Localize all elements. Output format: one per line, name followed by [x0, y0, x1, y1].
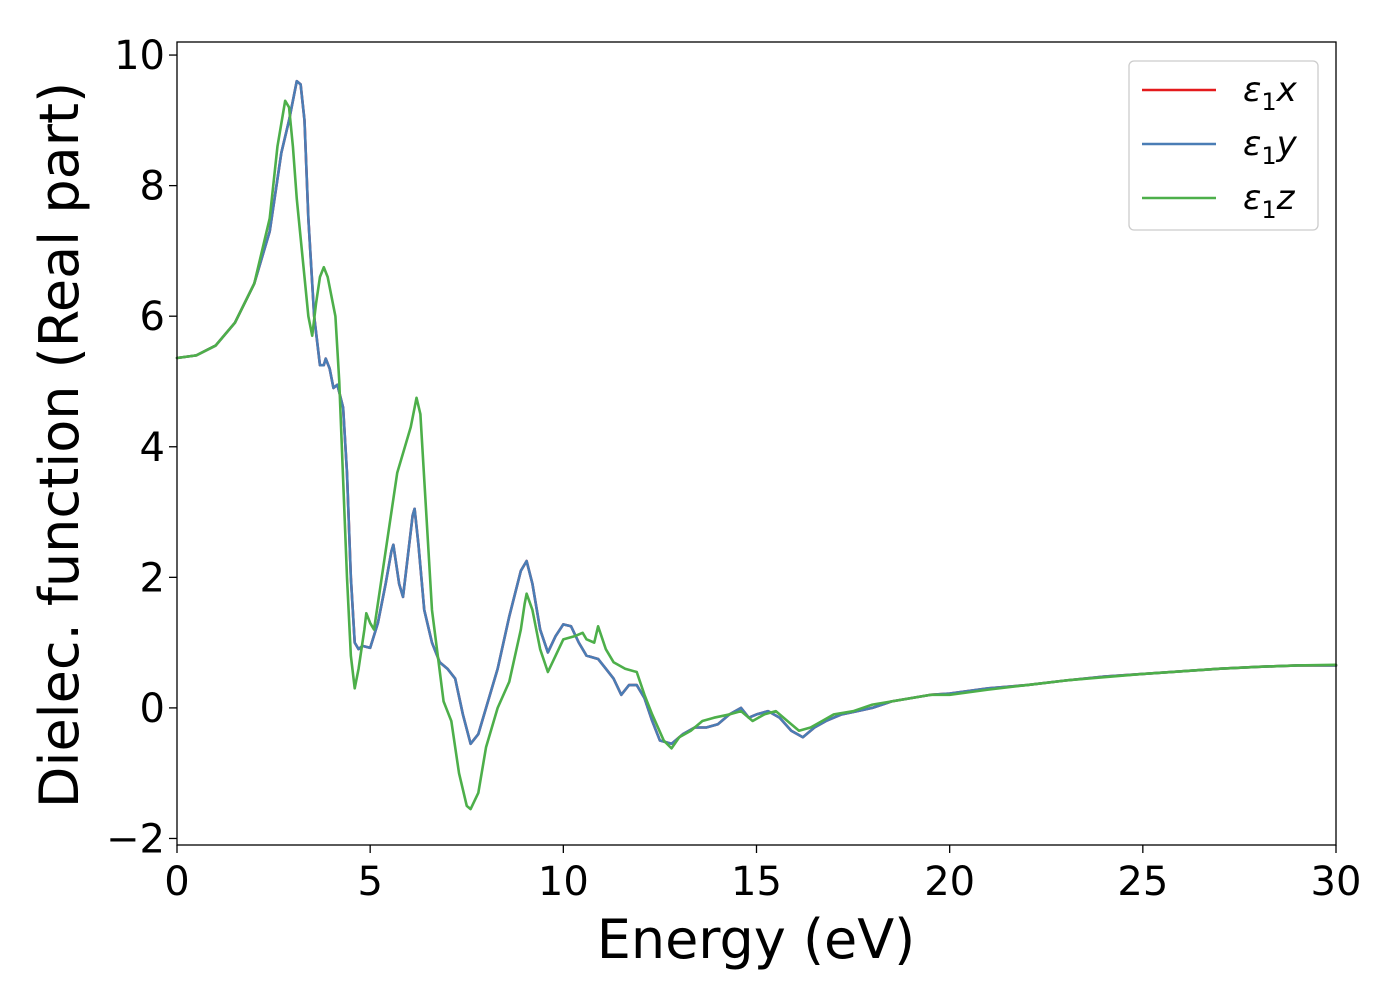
- legend-label-x: ε1x: [1243, 70, 1298, 116]
- y-tick-label: 4: [140, 425, 165, 471]
- legend-label-y: ε1y: [1243, 124, 1298, 170]
- series-line-z: [175, 99, 1338, 811]
- legend: ε1x ε1y ε1z: [1128, 60, 1319, 231]
- y-tick-label: 0: [140, 686, 165, 732]
- x-tick-label: 15: [731, 859, 782, 905]
- x-tick-label: 5: [357, 859, 382, 905]
- series-layer: [175, 79, 1338, 811]
- y-tick-label: 10: [114, 33, 165, 79]
- legend-label-z: ε1z: [1243, 178, 1296, 224]
- y-tick-label: −2: [106, 816, 165, 862]
- y-tick-label: 6: [140, 294, 165, 340]
- x-tick-label: 25: [1117, 859, 1168, 905]
- x-tick-label: 30: [1311, 859, 1362, 905]
- x-tick-label: 0: [164, 859, 189, 905]
- x-axis-title: Energy (eV): [597, 908, 916, 971]
- x-axis: 0 5 10 15 20 25 30: [164, 845, 1361, 905]
- series-line-y: [175, 79, 1338, 746]
- y-tick-label: 2: [140, 555, 165, 601]
- legend-box: [1128, 60, 1319, 231]
- y-axis: −2 0 2 4 6 8 10: [106, 33, 177, 862]
- x-tick-label: 10: [538, 859, 589, 905]
- x-tick-label: 20: [924, 859, 975, 905]
- y-axis-title: Dielec. function (Real part): [28, 82, 91, 808]
- y-tick-label: 8: [140, 164, 165, 210]
